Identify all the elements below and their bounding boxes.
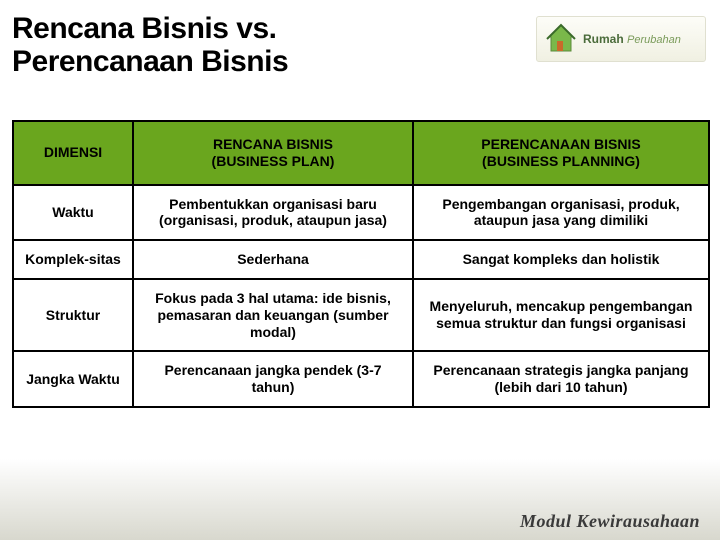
- plan-waktu: Pembentukkan organisasi baru (organisasi…: [133, 185, 413, 241]
- table-row: Struktur Fokus pada 3 hal utama: ide bis…: [13, 279, 709, 351]
- planning-jangka: Perencanaan strategis jangka panjang (le…: [413, 351, 709, 407]
- dim-waktu: Waktu: [13, 185, 133, 241]
- logo-text: Rumah Perubahan: [583, 32, 681, 46]
- planning-kompleksitas: Sangat kompleks dan holistik: [413, 240, 709, 279]
- plan-jangka: Perencanaan jangka pendek (3-7 tahun): [133, 351, 413, 407]
- plan-kompleksitas: Sederhana: [133, 240, 413, 279]
- header-rencana: RENCANA BISNIS (BUSINESS PLAN): [133, 121, 413, 185]
- table-header-row: DIMENSI RENCANA BISNIS (BUSINESS PLAN) P…: [13, 121, 709, 185]
- header-perencanaan: PERENCANAAN BISNIS (BUSINESS PLANNING): [413, 121, 709, 185]
- dim-struktur: Struktur: [13, 279, 133, 351]
- title-line1: Rencana Bisnis vs.: [12, 12, 276, 45]
- table-row: Jangka Waktu Perencanaan jangka pendek (…: [13, 351, 709, 407]
- house-icon: [543, 21, 579, 57]
- dim-kompleksitas: Komplek-sitas: [13, 240, 133, 279]
- comparison-table: DIMENSI RENCANA BISNIS (BUSINESS PLAN) P…: [12, 120, 710, 408]
- table-row: Waktu Pembentukkan organisasi baru (orga…: [13, 185, 709, 241]
- table-row: Komplek-sitas Sederhana Sangat kompleks …: [13, 240, 709, 279]
- plan-struktur: Fokus pada 3 hal utama: ide bisnis, pema…: [133, 279, 413, 351]
- header-dimensi: DIMENSI: [13, 121, 133, 185]
- footer-text: Modul Kewirausahaan: [520, 511, 700, 532]
- planning-waktu: Pengembangan organisasi, produk, ataupun…: [413, 185, 709, 241]
- title-line2: Perencanaan Bisnis: [12, 45, 288, 78]
- planning-struktur: Menyeluruh, mencakup pengembangan semua …: [413, 279, 709, 351]
- logo-box: Rumah Perubahan: [536, 16, 706, 62]
- slide-title: Rencana Bisnis vs. Perencanaan Bisnis: [12, 12, 288, 78]
- dim-jangka: Jangka Waktu: [13, 351, 133, 407]
